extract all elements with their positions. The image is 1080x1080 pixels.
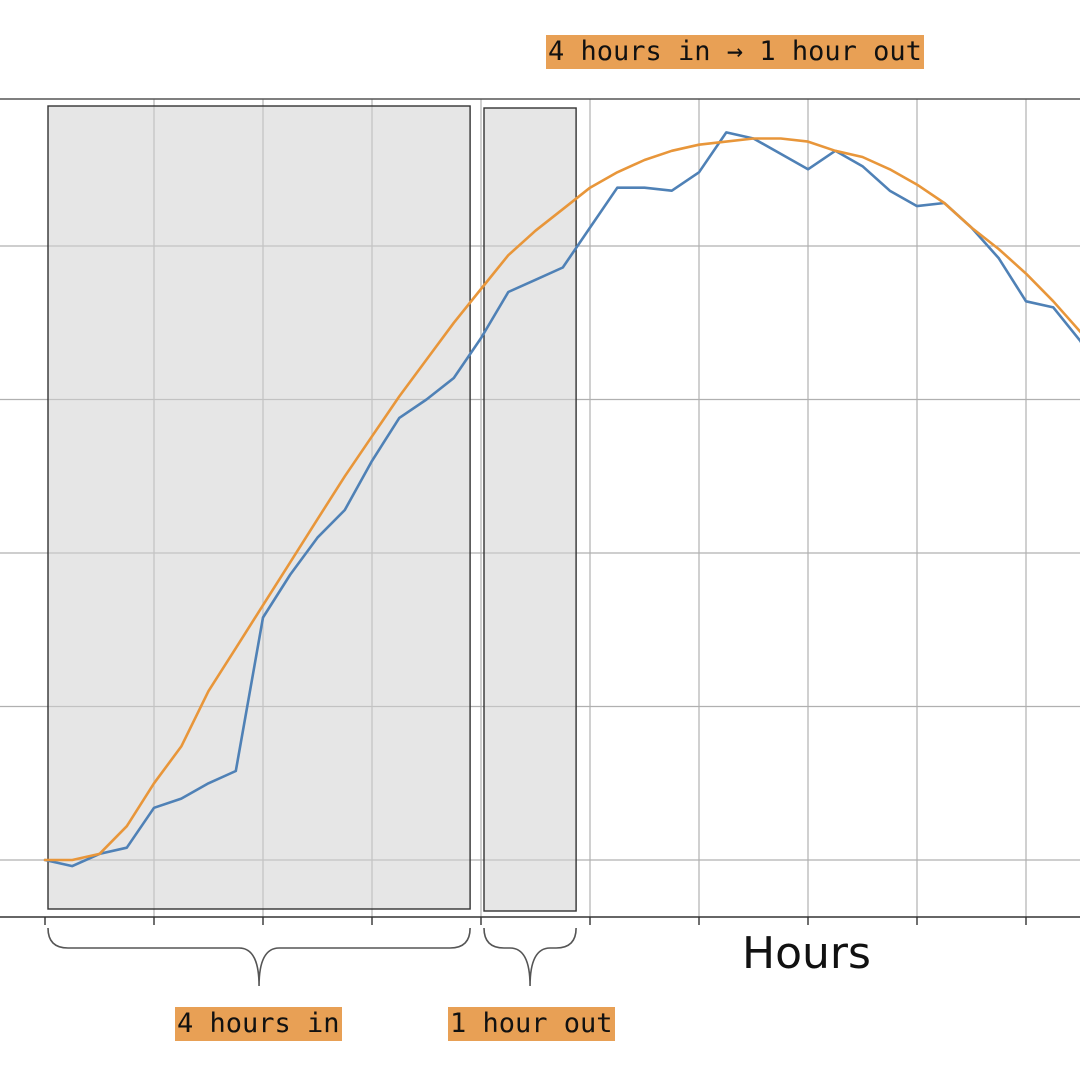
x-axis-label: Hours [742, 928, 871, 979]
braces [47, 927, 577, 987]
window-label-input: 4 hours in [175, 1007, 342, 1041]
window-box-input [47, 105, 471, 910]
series-lines [43, 131, 1080, 868]
chart-title: 4 hours in → 1 hour out [546, 35, 924, 69]
series-line-1 [43, 131, 1080, 868]
brace-output [483, 927, 577, 987]
axes [0, 98, 1080, 925]
brace-input [47, 927, 471, 987]
window-label-output: 1 hour out [448, 1007, 615, 1041]
window-box-output [483, 107, 577, 912]
series-line-2 [43, 137, 1080, 862]
window-boxes [47, 105, 577, 912]
